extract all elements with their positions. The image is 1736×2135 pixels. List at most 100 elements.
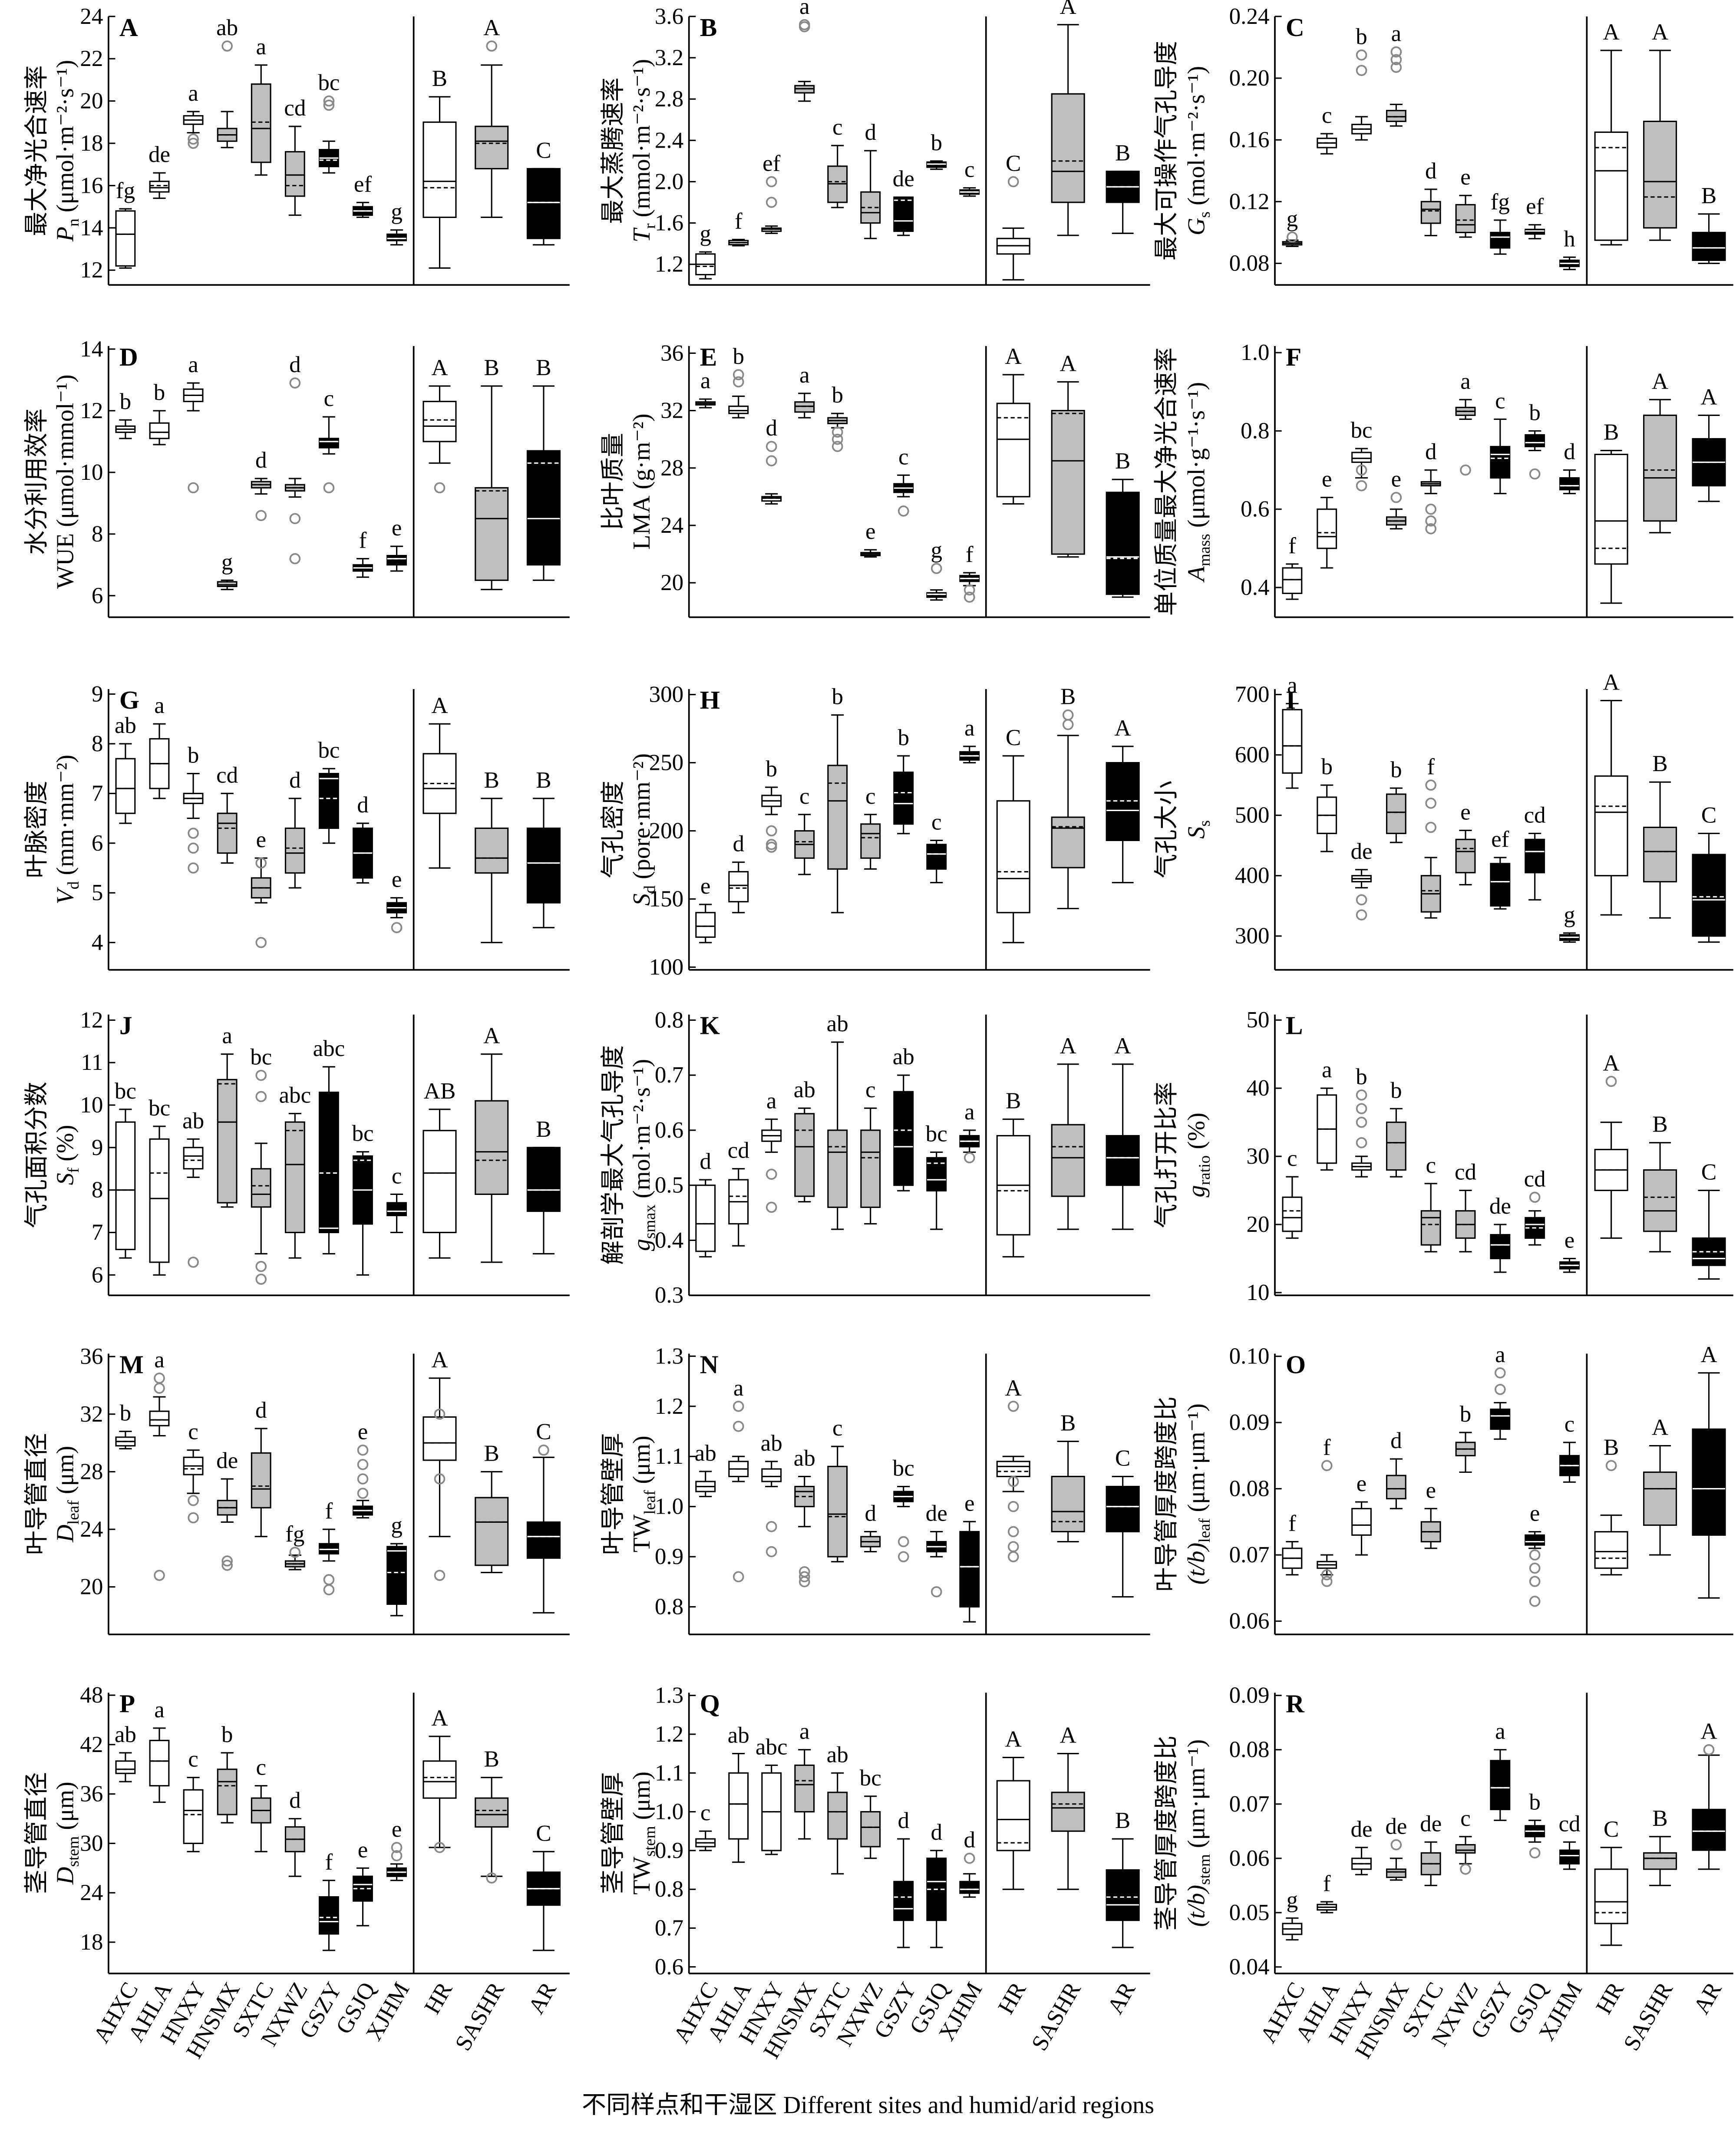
group-letter: a: [1391, 21, 1402, 46]
group-letter: b: [931, 130, 942, 155]
group-letter: c: [1495, 388, 1505, 413]
group-letter: b: [1529, 1789, 1541, 1815]
outlier: [1390, 54, 1402, 66]
symbol-unit: (mmol·m⁻²·s⁻¹): [628, 59, 655, 224]
y-tick-label: 3.2: [655, 45, 683, 70]
box: [386, 1202, 407, 1216]
box: [1455, 838, 1476, 874]
group-letter: C: [536, 1419, 551, 1445]
outlier: [931, 1586, 942, 1597]
group-letter: A: [1005, 1376, 1022, 1401]
symbol-main: (t/b): [1183, 1543, 1210, 1585]
x-tick-label: AR: [1102, 1978, 1140, 2018]
y-tick-label: 20: [660, 570, 683, 595]
panel-label: B: [700, 13, 717, 42]
outlier: [391, 1850, 403, 1861]
group-letter: d: [289, 768, 301, 793]
box: [149, 181, 170, 193]
box: [1106, 1135, 1140, 1186]
panel-label: K: [700, 1011, 720, 1040]
group-letter: cd: [1558, 1811, 1580, 1836]
outlier: [1321, 1460, 1333, 1472]
group-letter: d: [931, 1820, 942, 1845]
x-tick-label: HR: [1591, 1978, 1629, 2018]
group-letter: b: [898, 725, 909, 750]
box: [183, 1789, 204, 1844]
outlier: [1007, 1551, 1019, 1562]
group-letter: de: [149, 142, 170, 167]
outlier: [1007, 1476, 1019, 1487]
group-letter: bc: [149, 1096, 170, 1121]
outlier: [1356, 894, 1367, 906]
panel-label: O: [1286, 1350, 1306, 1379]
outlier: [799, 1571, 810, 1583]
y-tick-label: 7: [92, 781, 103, 806]
group-letter: A: [483, 15, 500, 40]
outlier: [1007, 176, 1019, 188]
x-axis-title: 不同样点和干湿区 Different sites and humid/arid …: [582, 2092, 1154, 2119]
y-tick-label: 14: [80, 337, 103, 362]
symbol-unit: (g·m⁻²): [628, 413, 655, 495]
box: [1490, 445, 1511, 479]
panel-label: N: [700, 1350, 719, 1379]
y-axis-title: 气孔面积分数: [23, 1082, 50, 1228]
group-letter: de: [1489, 1194, 1511, 1219]
outlier: [766, 841, 777, 853]
group-letter: B: [1115, 1808, 1130, 1833]
y-tick-label: 100: [649, 954, 684, 980]
y-tick-label: 14: [80, 215, 103, 241]
group-letter: e: [392, 515, 402, 541]
group-letter: A: [1115, 716, 1131, 741]
box: [422, 1760, 457, 1799]
y-tick-label: 2.8: [655, 86, 683, 112]
y-axis-symbol: LMA (g·m⁻²): [628, 413, 655, 550]
box: [1594, 1531, 1628, 1569]
y-tick-label: 0.3: [655, 1283, 683, 1308]
box: [893, 771, 914, 825]
box: [217, 1769, 238, 1815]
outlier: [766, 1521, 777, 1532]
box: [1525, 838, 1545, 874]
group-letter: d: [964, 1828, 975, 1853]
group-letter: e: [964, 1491, 975, 1516]
symbol-main: D: [52, 1525, 79, 1543]
box: [1692, 1428, 1726, 1536]
y-tick-label: 30: [80, 1831, 103, 1856]
group-letter: C: [536, 138, 551, 163]
outlier: [1356, 480, 1367, 492]
group-letter: a: [799, 0, 810, 19]
y-tick-label: 20: [1246, 1212, 1269, 1237]
outlier: [289, 1547, 301, 1558]
group-letter: cd: [284, 96, 306, 121]
group-letter: a: [1460, 369, 1471, 394]
group-letter: B: [536, 768, 551, 793]
box: [1051, 93, 1085, 203]
outlier: [1495, 1384, 1506, 1395]
box: [1051, 410, 1085, 555]
box: [1351, 452, 1372, 463]
box: [1420, 201, 1441, 224]
panel-label: I: [1286, 686, 1296, 714]
symbol-unit: (mol·m⁻²·s⁻¹): [1183, 66, 1210, 211]
box: [1106, 1485, 1140, 1532]
group-letter: A: [1652, 20, 1668, 45]
outlier: [1356, 909, 1367, 921]
group-letter: B: [1060, 1411, 1076, 1436]
outlier: [434, 1570, 446, 1581]
group-letter: A: [1060, 351, 1076, 376]
symbol-sub: f: [65, 1167, 83, 1173]
y-tick-label: 28: [80, 1459, 103, 1484]
group-letter: g: [391, 199, 403, 224]
group-letter: a: [188, 352, 198, 377]
group-letter: ab: [827, 1011, 848, 1036]
group-letter: A: [1603, 20, 1619, 45]
y-axis-title: 最大蒸腾速率: [600, 77, 627, 224]
box: [319, 438, 339, 449]
y-tick-label: 1.0: [655, 1494, 683, 1519]
group-letter: e: [1460, 799, 1471, 825]
group-letter: c: [964, 157, 975, 182]
group-letter: e: [1530, 1501, 1540, 1526]
x-tick-label: HR: [419, 1978, 457, 2018]
x-tick-label: SASHR: [1027, 1978, 1086, 2055]
y-tick-label: 1.6: [655, 211, 683, 236]
